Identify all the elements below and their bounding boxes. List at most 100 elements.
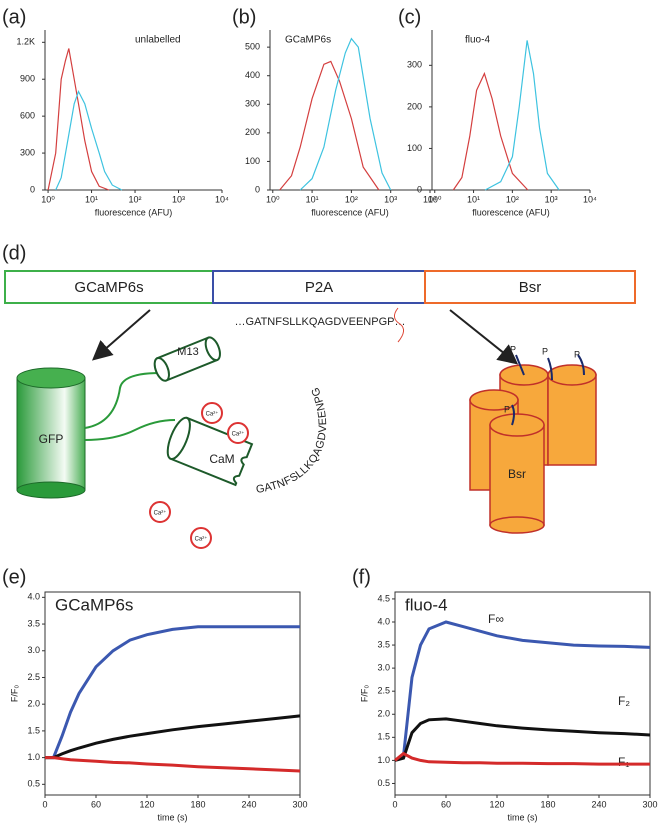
chart-title: fluo-4 xyxy=(405,595,448,614)
x-tick-label: 10² xyxy=(345,194,358,204)
y-tick-label: 400 xyxy=(245,70,260,80)
annotation: F₂ xyxy=(618,694,630,708)
y-tick-label: 500 xyxy=(245,42,260,52)
x-tick-label: 10² xyxy=(506,194,519,204)
gfp-barrel xyxy=(16,377,86,491)
construct-diagram: (d) GCaMP6s P2A Bsr …GATNFSLLKQAGDVEENPG… xyxy=(2,242,636,549)
series-line xyxy=(394,620,651,762)
x-tick-label: 10¹ xyxy=(306,194,319,204)
y-tick-label: 1.0 xyxy=(27,752,40,762)
x-axis-label: time (s) xyxy=(508,812,538,822)
chart: (f) fluo-4 time (s) F/F₀ 0.5 1.0 1.5 2.0 2.5 3.0 3… xyxy=(352,566,658,822)
y-tick-label: 1.0 xyxy=(377,755,390,765)
chart-title: GCaMP6s xyxy=(285,35,331,46)
y-tick-label: 1.5 xyxy=(27,725,40,735)
x-axis-label: fluorescence (AFU) xyxy=(311,207,389,217)
chart: (b) GCaMP6s fluorescence (AFU) 0 100 200 300 40… xyxy=(232,6,437,217)
gfp-label: GFP xyxy=(39,432,64,446)
annotation: F₁ xyxy=(618,755,629,769)
calcium-ions: Ca²⁺ Ca²⁺ Ca²⁺ Ca²⁺ xyxy=(149,402,249,549)
gfp-bottom xyxy=(16,481,86,499)
series-line xyxy=(394,751,650,766)
gfp-top xyxy=(16,367,86,389)
x-tick-label: 120 xyxy=(489,799,504,809)
y-axis-label: F/F₀ xyxy=(359,685,369,702)
y-tick-label: 4.0 xyxy=(27,592,40,602)
calcium-label: Ca²⁺ xyxy=(154,510,167,517)
segment-label: Bsr xyxy=(519,279,542,296)
segment-box xyxy=(212,270,426,304)
chart-title: GCaMP6s xyxy=(55,595,133,614)
y-tick-label: 0.5 xyxy=(377,778,390,788)
y-tick-label: 4.0 xyxy=(377,616,390,626)
phosphate-label: P xyxy=(574,349,580,359)
y-tick-label: 4.5 xyxy=(377,593,390,603)
phosphate-link xyxy=(511,354,585,426)
linker xyxy=(84,372,176,441)
series-line xyxy=(47,48,110,191)
x-tick-label: 10³ xyxy=(384,194,397,204)
phosphate-label: P xyxy=(504,404,510,414)
series-line xyxy=(452,71,529,191)
panel-label: (b) xyxy=(232,6,256,28)
x-tick-label: 10⁰ xyxy=(41,194,55,204)
x-tick-label: 10⁴ xyxy=(423,194,437,204)
x-axis-label: fluorescence (AFU) xyxy=(95,207,173,217)
y-tick-label: 0 xyxy=(255,184,260,194)
y-tick-label: 2.5 xyxy=(27,672,40,682)
calcium-label: Ca²⁺ xyxy=(232,431,245,438)
segment-label: P2A xyxy=(305,279,333,296)
y-tick-label: 3.0 xyxy=(27,645,40,655)
y-tick-label: 0 xyxy=(30,184,35,194)
y-tick-label: 2.5 xyxy=(377,686,390,696)
x-tick-label: 10¹ xyxy=(85,194,98,204)
x-tick-label: 10⁴ xyxy=(583,194,597,204)
plot-frame xyxy=(394,591,651,796)
x-tick-label: 0 xyxy=(392,799,397,809)
panel-label: (d) xyxy=(2,242,26,264)
x-tick-label: 10² xyxy=(129,194,142,204)
x-tick-label: 60 xyxy=(91,799,101,809)
x-tick-label: 10³ xyxy=(172,194,185,204)
x-axis-label: time (s) xyxy=(158,812,188,822)
y-tick-label: 1.2K xyxy=(16,37,35,47)
x-tick-label: 10⁰ xyxy=(266,194,280,204)
cam-label: CaM xyxy=(209,452,234,466)
y-tick-label: 600 xyxy=(20,111,35,121)
y-tick-label: 300 xyxy=(20,147,35,157)
chart-title: unlabelled xyxy=(135,35,181,46)
linker-sequence: GATNFSLLKQAGDVEENPG xyxy=(255,386,329,496)
segment-box xyxy=(424,270,636,304)
y-tick-label: 200 xyxy=(407,101,422,111)
series-line xyxy=(45,756,301,773)
phosphate-label: P xyxy=(542,346,548,356)
panel-label: (a) xyxy=(2,6,26,28)
x-tick-label: 240 xyxy=(591,799,606,809)
x-axis-label: fluorescence (AFU) xyxy=(472,207,550,217)
segment-label: GCaMP6s xyxy=(74,279,143,296)
series-line xyxy=(279,60,380,191)
y-tick-label: 3.0 xyxy=(377,663,390,673)
chart: (a) unlabelled fluorescence (AFU) 0 300 600 90… xyxy=(2,6,229,217)
y-tick-label: 2.0 xyxy=(27,699,40,709)
y-tick-label: 1.5 xyxy=(377,732,390,742)
arrow xyxy=(91,309,151,361)
segment-box xyxy=(4,270,214,304)
cleavage-mark xyxy=(394,307,404,343)
series-line xyxy=(45,625,300,760)
calcium-label: Ca²⁺ xyxy=(206,411,219,418)
series-line xyxy=(394,717,651,762)
y-tick-label: 300 xyxy=(407,60,422,70)
y-tick-label: 100 xyxy=(245,156,260,166)
x-tick-label: 180 xyxy=(190,799,205,809)
annotation: F∞ xyxy=(488,612,504,626)
y-tick-label: 0 xyxy=(417,184,422,194)
m13-helix xyxy=(153,336,221,382)
m13-label: M13 xyxy=(177,346,198,358)
chart: (c) fluo-4 fluorescence (AFU) 0 100 200 300 10⁰… xyxy=(398,6,597,217)
x-tick-label: 10⁴ xyxy=(215,194,229,204)
x-tick-label: 240 xyxy=(241,799,256,809)
y-tick-label: 3.5 xyxy=(27,618,40,628)
series-line xyxy=(299,37,392,191)
